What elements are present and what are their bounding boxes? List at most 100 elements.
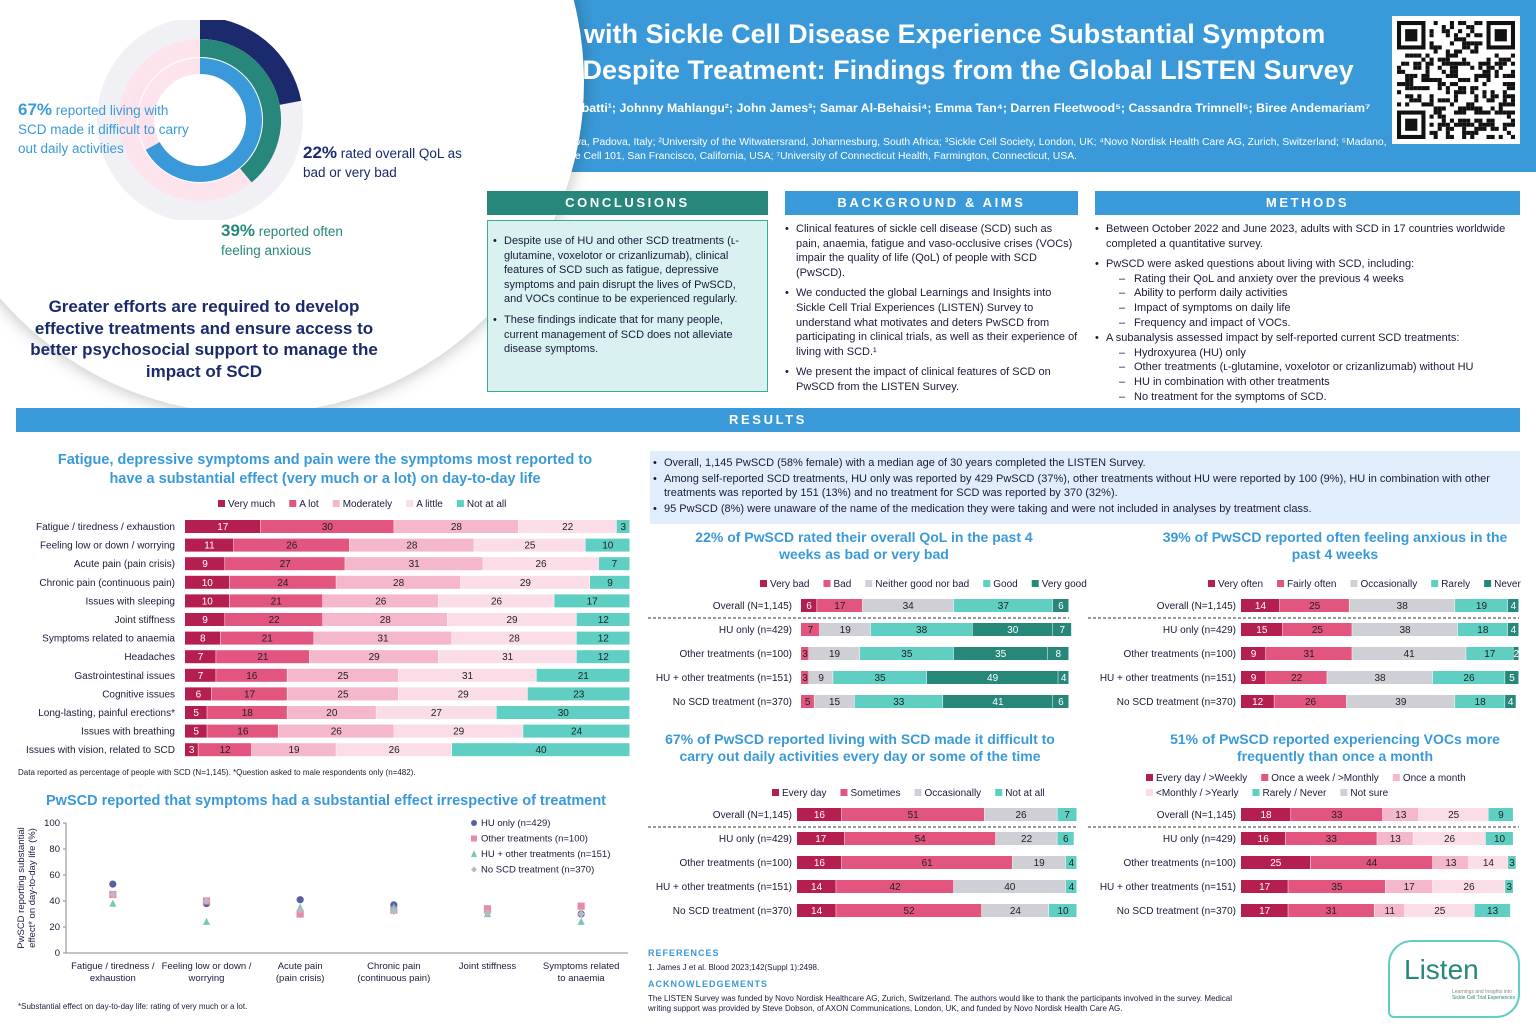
qr-module (1478, 118, 1483, 123)
legend-label: Never (1494, 579, 1521, 590)
bar-segment (394, 724, 523, 738)
qr-module (1429, 94, 1434, 99)
bar-value-label: 19 (288, 745, 300, 756)
qr-module (1506, 122, 1511, 127)
bar-segment (229, 575, 336, 589)
bar-value-label: 54 (915, 834, 927, 845)
bar-segment (1241, 623, 1283, 636)
bar-value-label: 52 (903, 906, 915, 917)
qr-module (1490, 134, 1495, 139)
bar-segment (1288, 880, 1386, 893)
methods-sub-item: Rating their QoL and anxiety over the pr… (1106, 272, 1520, 287)
qr-module (1510, 102, 1515, 107)
conclusions-bullet: Despite use of HU and other SCD treatmen… (493, 234, 757, 307)
anxiety-chart-title: 39% of PwSCD reported often feeling anxi… (1162, 529, 1508, 562)
qr-module (1409, 86, 1414, 91)
bar-value-label: 16 (1258, 834, 1270, 845)
bar-value-label: 25 (1448, 810, 1460, 821)
qr-module (1466, 118, 1471, 123)
qr-module (1405, 53, 1410, 58)
bar-value-label: 31 (502, 652, 514, 663)
qr-module (1445, 29, 1450, 34)
qr-module (1409, 53, 1414, 58)
bar-value-label: 26 (331, 727, 343, 738)
qr-module (1474, 73, 1479, 78)
poster-title: People with Sickle Cell Disease Experien… (488, 19, 1354, 85)
bar-segment (1241, 904, 1288, 917)
qr-module (1413, 61, 1418, 66)
bar-segment (841, 808, 985, 821)
bar-value-label: 26 (1463, 673, 1475, 684)
qr-module (1433, 106, 1438, 111)
bar-segment (527, 687, 630, 701)
bar-segment (819, 623, 871, 636)
bar-value-label: 31 (1326, 906, 1338, 917)
bar-value-label: 28 (380, 615, 392, 626)
qr-module (1470, 130, 1475, 135)
qr-module (1462, 45, 1467, 50)
background-bullet: Clinical features of sickle cell disease… (785, 222, 1078, 280)
qr-finder (1494, 29, 1507, 42)
bar-segment (1285, 832, 1377, 845)
category-label: Acute pain (pain crisis) (74, 559, 175, 570)
bar-segment (1432, 856, 1469, 869)
bar-value-label: 4 (1069, 882, 1075, 893)
bar-value-label: 9 (818, 673, 824, 684)
stat-anxious: 39% reported often feeling anxious (221, 221, 343, 258)
bar-segment (1507, 599, 1519, 612)
qr-module (1510, 110, 1515, 115)
category-label: Gastrointestinal issues (74, 671, 175, 682)
legend-swatch (1392, 774, 1400, 781)
results-summary: Overall, 1,145 PwSCD (58% female) with a… (650, 451, 1520, 524)
legend-swatch (1146, 789, 1153, 796)
bar-value-label: 16 (237, 727, 249, 738)
legend-swatch (914, 789, 922, 796)
legend-swatch (983, 580, 991, 587)
qr-module (1510, 122, 1515, 127)
bar-segment (207, 724, 278, 738)
qr-module (1429, 33, 1434, 38)
qr-module (1425, 65, 1430, 70)
legend-label: Neither good nor bad (875, 579, 969, 590)
bar-segment (814, 695, 855, 708)
methods-sub-item: Ability to perform daily activities (1106, 286, 1520, 301)
bar-value-label: 17 (834, 601, 846, 612)
qr-code[interactable] (1392, 16, 1520, 144)
bar-value-label: 10 (202, 596, 214, 607)
qr-module (1405, 94, 1410, 99)
bar-value-label: 38 (916, 625, 928, 636)
conclusions-bullet: These findings indicate that for many pe… (493, 313, 757, 357)
qr-module (1510, 98, 1515, 103)
qr-module (1458, 77, 1463, 83)
category-label: Long-lasting, painful erections* (38, 708, 175, 719)
category-label: HU only (n=429) (719, 834, 792, 845)
qr-module (1470, 25, 1475, 30)
qr-module (1474, 94, 1479, 99)
bar-segment (1468, 856, 1508, 869)
bar-value-label: 4 (1511, 625, 1517, 636)
bar-value-label: 21 (271, 596, 283, 607)
affiliations: ¹University of Padova, Padova, Italy; ²U… (488, 137, 1387, 162)
bar-segment (198, 743, 252, 757)
qr-module (1470, 122, 1475, 127)
qr-module (1506, 82, 1511, 87)
y-tick-label: 40 (49, 896, 60, 907)
bar-value-label: 35 (995, 649, 1007, 660)
qr-module (1401, 82, 1406, 87)
bar-segment (981, 904, 1049, 917)
qr-module (1445, 130, 1450, 135)
bar-value-label: 33 (893, 697, 905, 708)
methods-sub-item: No treatment for the symptoms of SCD. (1106, 390, 1520, 405)
bar-value-label: 3 (802, 649, 808, 660)
bar-value-label: 17 (815, 834, 827, 845)
qr-module (1433, 77, 1438, 83)
qr-module (1441, 118, 1446, 123)
bar-segment (801, 599, 817, 612)
bar-value-label: 28 (451, 522, 463, 533)
legend-swatch (1340, 789, 1348, 796)
category-label: Chronic pain (continuous pain) (39, 578, 175, 589)
qr-module (1462, 86, 1467, 91)
bar-value-label: 26 (491, 596, 503, 607)
qr-module (1397, 65, 1402, 70)
bar-value-label: 42 (889, 882, 901, 893)
